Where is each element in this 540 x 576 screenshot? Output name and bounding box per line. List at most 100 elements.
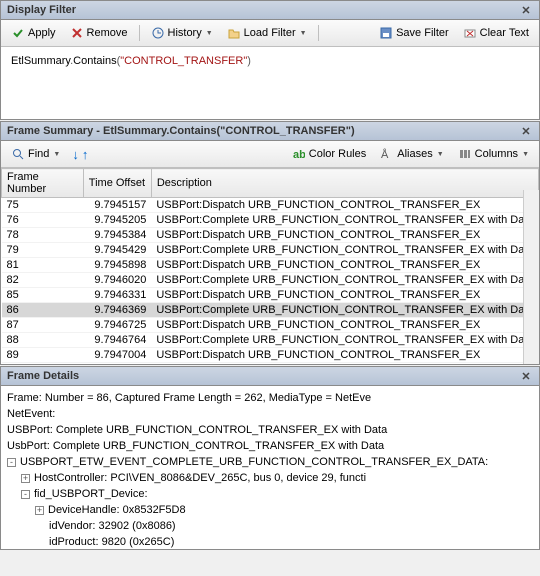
cell-frame-number: 88 xyxy=(2,333,84,348)
detail-line: idVendor: 32902 (0x8086) xyxy=(7,518,533,534)
table-row[interactable]: 829.7946020USBPort:Complete URB_FUNCTION… xyxy=(2,273,539,288)
table-row[interactable]: 859.7946331USBPort:Dispatch URB_FUNCTION… xyxy=(2,288,539,303)
cell-description: USBPort:Complete URB_FUNCTION_CONTROL_TR… xyxy=(151,213,538,228)
history-label: History xyxy=(168,27,202,39)
cell-frame-number: 76 xyxy=(2,213,84,228)
cell-frame-number: 90 xyxy=(2,363,84,365)
clear-text-button[interactable]: Clear Text xyxy=(457,23,535,43)
cell-time-offset: 9.7945384 xyxy=(83,228,151,243)
detail-line: -fid_USBPORT_Device: xyxy=(7,486,533,502)
clear-text-label: Clear Text xyxy=(480,27,529,39)
tree-collapse-icon[interactable]: - xyxy=(7,458,16,467)
table-row[interactable]: 819.7945898USBPort:Dispatch URB_FUNCTION… xyxy=(2,258,539,273)
aliases-button[interactable]: Å Aliases ▼ xyxy=(374,144,449,164)
detail-line: UsbPort: Complete URB_FUNCTION_CONTROL_T… xyxy=(7,438,533,454)
detail-line: USBPort: Complete URB_FUNCTION_CONTROL_T… xyxy=(7,422,533,438)
frame-summary-title: Frame Summary - EtlSummary.Contains("CON… xyxy=(7,125,355,137)
cell-frame-number: 89 xyxy=(2,348,84,363)
cell-frame-number: 86 xyxy=(2,303,84,318)
detail-line: Frame: Number = 86, Captured Frame Lengt… xyxy=(7,390,533,406)
display-filter-toolbar: Apply Remove History ▼ Load Filter ▼ Sav… xyxy=(1,20,539,47)
cell-time-offset: 9.7946369 xyxy=(83,303,151,318)
detail-line: NetEvent: xyxy=(7,406,533,422)
chevron-down-icon: ▼ xyxy=(53,151,60,158)
cell-frame-number: 79 xyxy=(2,243,84,258)
remove-x-icon xyxy=(70,26,84,40)
close-icon[interactable]: ✕ xyxy=(519,369,533,383)
tree-expand-icon[interactable]: + xyxy=(21,474,30,483)
history-button[interactable]: History ▼ xyxy=(145,23,219,43)
cell-time-offset: 9.7946764 xyxy=(83,333,151,348)
expr-string: "CONTROL_TRANSFER" xyxy=(120,55,247,67)
table-row[interactable]: 909.7947046USBPort:Complete URB_FUNCTION… xyxy=(2,363,539,365)
table-row[interactable]: 799.7945429USBPort:Complete URB_FUNCTION… xyxy=(2,243,539,258)
toolbar-separator xyxy=(318,25,319,41)
aliases-icon: Å xyxy=(380,147,394,161)
table-row[interactable]: 759.7945157USBPort:Dispatch URB_FUNCTION… xyxy=(2,198,539,213)
expr-member: Contains xyxy=(73,55,116,67)
cell-description: USBPort:Complete URB_FUNCTION_CONTROL_TR… xyxy=(151,243,538,258)
remove-button[interactable]: Remove xyxy=(64,23,134,43)
cell-time-offset: 9.7946725 xyxy=(83,318,151,333)
frame-details-title: Frame Details xyxy=(7,370,79,382)
frame-summary-header: Frame Summary - EtlSummary.Contains("CON… xyxy=(1,122,539,141)
toolbar-separator xyxy=(139,25,140,41)
col-description[interactable]: Description xyxy=(151,169,538,198)
remove-label: Remove xyxy=(87,27,128,39)
svg-text:Å: Å xyxy=(381,148,389,160)
table-row[interactable]: 789.7945384USBPort:Dispatch URB_FUNCTION… xyxy=(2,228,539,243)
find-next-up-icon[interactable]: ↑ xyxy=(82,147,89,162)
table-row[interactable]: 889.7946764USBPort:Complete URB_FUNCTION… xyxy=(2,333,539,348)
frame-details-header: Frame Details ✕ xyxy=(1,367,539,386)
vertical-scrollbar[interactable] xyxy=(523,190,539,364)
find-button[interactable]: Find ▼ xyxy=(5,144,66,164)
frame-summary-panel: Frame Summary - EtlSummary.Contains("CON… xyxy=(0,121,540,365)
frame-summary-toolbar: Find ▼ ↓ ↑ ab Color Rules Å Aliases ▼ Co… xyxy=(1,141,539,168)
search-icon xyxy=(11,147,25,161)
cell-description: USBPort:Dispatch URB_FUNCTION_CONTROL_TR… xyxy=(151,198,538,213)
table-row[interactable]: 899.7947004USBPort:Dispatch URB_FUNCTION… xyxy=(2,348,539,363)
detail-line: +HostController: PCI\VEN_8086&DEV_265C, … xyxy=(7,470,533,486)
disk-icon xyxy=(379,26,393,40)
cell-description: USBPort:Dispatch URB_FUNCTION_CONTROL_TR… xyxy=(151,288,538,303)
table-row[interactable]: 879.7946725USBPort:Dispatch URB_FUNCTION… xyxy=(2,318,539,333)
frame-details-panel: Frame Details ✕ Frame: Number = 86, Capt… xyxy=(0,366,540,550)
expr-identifier: EtlSummary xyxy=(11,55,70,67)
filter-expression-editor[interactable]: EtlSummary.Contains("CONTROL_TRANSFER") xyxy=(1,47,539,119)
col-time-offset[interactable]: Time Offset xyxy=(83,169,151,198)
find-next-down-icon[interactable]: ↓ xyxy=(72,147,79,162)
columns-button[interactable]: Columns ▼ xyxy=(452,144,535,164)
color-rules-icon: ab xyxy=(292,147,306,161)
cell-frame-number: 87 xyxy=(2,318,84,333)
close-icon[interactable]: ✕ xyxy=(519,3,533,17)
frame-details-tree[interactable]: Frame: Number = 86, Captured Frame Lengt… xyxy=(1,386,539,549)
apply-label: Apply xyxy=(28,27,56,39)
table-row[interactable]: 769.7945205USBPort:Complete URB_FUNCTION… xyxy=(2,213,539,228)
load-filter-button[interactable]: Load Filter ▼ xyxy=(221,23,313,43)
aliases-label: Aliases xyxy=(397,148,432,160)
load-filter-label: Load Filter xyxy=(244,27,296,39)
folder-icon xyxy=(227,26,241,40)
close-icon[interactable]: ✕ xyxy=(519,124,533,138)
frame-grid: Frame Number Time Offset Description 759… xyxy=(1,168,539,364)
color-rules-label: Color Rules xyxy=(309,148,366,160)
cell-time-offset: 9.7947004 xyxy=(83,348,151,363)
chevron-down-icon: ▼ xyxy=(522,151,529,158)
cell-description: USBPort:Dispatch URB_FUNCTION_CONTROL_TR… xyxy=(151,258,538,273)
col-frame-number[interactable]: Frame Number xyxy=(2,169,84,198)
cell-time-offset: 9.7945157 xyxy=(83,198,151,213)
cell-frame-number: 85 xyxy=(2,288,84,303)
chevron-down-icon: ▼ xyxy=(437,151,444,158)
frame-grid-wrap[interactable]: Frame Number Time Offset Description 759… xyxy=(1,168,539,364)
tree-collapse-icon[interactable]: - xyxy=(21,490,30,499)
detail-line: -USBPORT_ETW_EVENT_COMPLETE_URB_FUNCTION… xyxy=(7,454,533,470)
apply-button[interactable]: Apply xyxy=(5,23,62,43)
detail-line: idProduct: 9820 (0x265C) xyxy=(7,534,533,549)
find-label: Find xyxy=(28,148,49,160)
cell-frame-number: 82 xyxy=(2,273,84,288)
cell-time-offset: 9.7946331 xyxy=(83,288,151,303)
save-filter-button[interactable]: Save Filter xyxy=(373,23,455,43)
color-rules-button[interactable]: ab Color Rules xyxy=(286,144,372,164)
table-row[interactable]: 869.7946369USBPort:Complete URB_FUNCTION… xyxy=(2,303,539,318)
tree-expand-icon[interactable]: + xyxy=(35,506,44,515)
